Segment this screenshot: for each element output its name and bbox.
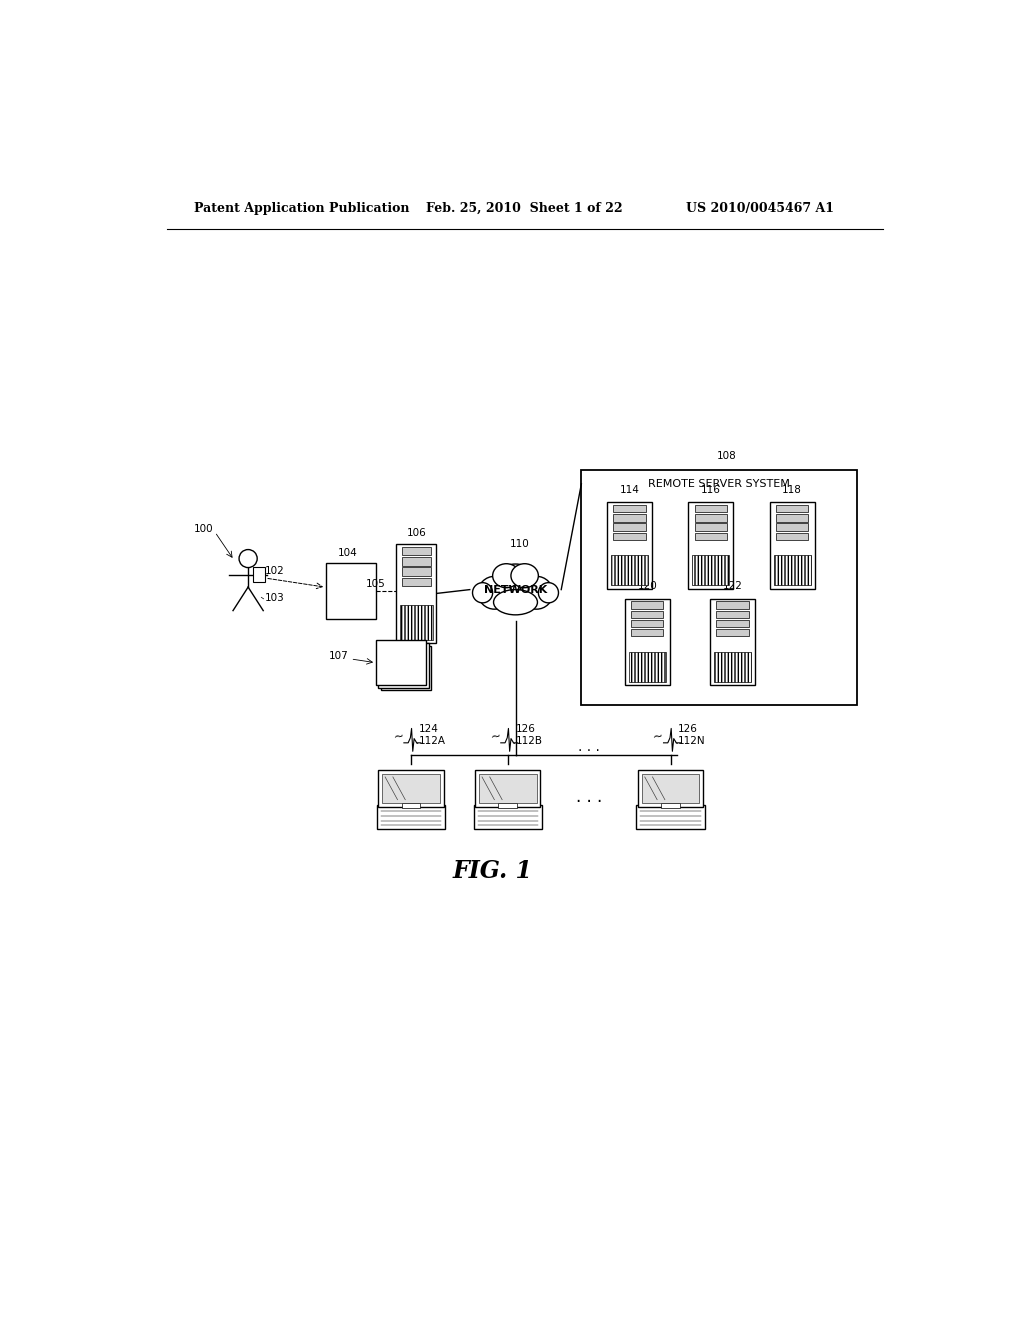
Text: Feb. 25, 2010  Sheet 1 of 22: Feb. 25, 2010 Sheet 1 of 22 bbox=[426, 202, 623, 215]
Bar bbox=[613, 524, 645, 531]
Text: US 2010/0045467 A1: US 2010/0045467 A1 bbox=[686, 202, 834, 215]
Text: ~: ~ bbox=[392, 730, 404, 744]
Bar bbox=[710, 598, 755, 685]
Bar bbox=[607, 503, 652, 589]
Text: 112N: 112N bbox=[678, 737, 706, 746]
Text: 120: 120 bbox=[637, 581, 657, 591]
Bar bbox=[382, 774, 439, 803]
Text: 126: 126 bbox=[678, 725, 698, 734]
Bar bbox=[717, 602, 749, 609]
Bar bbox=[401, 803, 420, 808]
Bar bbox=[625, 598, 670, 685]
Text: 102: 102 bbox=[265, 566, 285, 577]
Bar bbox=[694, 524, 727, 531]
Bar bbox=[694, 515, 727, 521]
Text: REMOTE SERVER SYSTEM: REMOTE SERVER SYSTEM bbox=[648, 479, 790, 490]
Text: ~: ~ bbox=[489, 730, 502, 744]
Bar bbox=[396, 544, 436, 643]
Text: FIG. 1: FIG. 1 bbox=[453, 858, 532, 883]
Bar bbox=[381, 645, 431, 690]
Bar bbox=[714, 652, 751, 681]
Bar bbox=[631, 611, 664, 618]
Text: 122: 122 bbox=[723, 581, 742, 591]
Bar bbox=[717, 630, 749, 636]
Bar bbox=[688, 503, 733, 589]
Text: 110: 110 bbox=[510, 540, 529, 549]
Bar bbox=[401, 578, 431, 586]
Text: 107: 107 bbox=[329, 651, 349, 661]
Ellipse shape bbox=[493, 564, 520, 587]
Bar bbox=[479, 774, 537, 803]
Text: Patent Application Publication: Patent Application Publication bbox=[194, 202, 410, 215]
Bar bbox=[629, 652, 666, 681]
Bar bbox=[499, 803, 517, 808]
Bar bbox=[399, 605, 433, 640]
Bar bbox=[376, 640, 426, 685]
Bar bbox=[631, 620, 664, 627]
Bar bbox=[717, 611, 749, 618]
Bar bbox=[692, 556, 729, 586]
Ellipse shape bbox=[478, 577, 511, 609]
Bar bbox=[401, 568, 431, 576]
Text: 112A: 112A bbox=[419, 737, 445, 746]
Text: 103: 103 bbox=[265, 593, 285, 603]
Bar bbox=[378, 770, 443, 807]
Bar bbox=[770, 503, 815, 589]
Bar bbox=[631, 602, 664, 609]
Bar bbox=[611, 556, 648, 586]
Bar bbox=[401, 546, 431, 556]
Bar bbox=[401, 557, 431, 565]
Text: . . .: . . . bbox=[579, 739, 600, 754]
Text: 116: 116 bbox=[700, 484, 721, 495]
Text: 114: 114 bbox=[620, 484, 639, 495]
Bar bbox=[662, 803, 680, 808]
Bar bbox=[717, 620, 749, 627]
Bar bbox=[694, 506, 727, 512]
Ellipse shape bbox=[472, 582, 493, 603]
Text: ~: ~ bbox=[652, 730, 665, 744]
Bar bbox=[642, 774, 699, 803]
Ellipse shape bbox=[539, 582, 558, 603]
Bar bbox=[378, 643, 429, 688]
Bar bbox=[776, 533, 808, 540]
Text: NETWORK: NETWORK bbox=[484, 585, 547, 594]
Bar bbox=[582, 470, 856, 705]
Ellipse shape bbox=[511, 564, 539, 587]
Bar bbox=[694, 533, 727, 540]
Bar bbox=[636, 805, 705, 829]
Bar bbox=[638, 770, 703, 807]
Bar bbox=[377, 805, 445, 829]
Text: 118: 118 bbox=[782, 484, 802, 495]
Text: 104: 104 bbox=[338, 548, 357, 558]
Ellipse shape bbox=[520, 577, 553, 609]
Text: 106: 106 bbox=[407, 528, 426, 537]
Bar bbox=[613, 533, 645, 540]
Ellipse shape bbox=[493, 564, 539, 605]
Text: 105: 105 bbox=[366, 579, 385, 589]
Text: 112B: 112B bbox=[515, 737, 543, 746]
Bar bbox=[613, 515, 645, 521]
Text: 100: 100 bbox=[194, 524, 213, 533]
Bar bbox=[253, 566, 265, 582]
Bar bbox=[774, 556, 811, 586]
Bar bbox=[326, 564, 377, 619]
Bar bbox=[613, 506, 645, 512]
Bar bbox=[776, 524, 808, 531]
Bar bbox=[776, 506, 808, 512]
Ellipse shape bbox=[494, 590, 538, 615]
Text: . . .: . . . bbox=[575, 788, 602, 807]
Text: 126: 126 bbox=[515, 725, 536, 734]
Bar bbox=[474, 805, 542, 829]
Bar bbox=[631, 630, 664, 636]
Bar bbox=[776, 515, 808, 521]
Bar bbox=[475, 770, 541, 807]
Text: 108: 108 bbox=[717, 450, 736, 461]
Text: 124: 124 bbox=[419, 725, 438, 734]
